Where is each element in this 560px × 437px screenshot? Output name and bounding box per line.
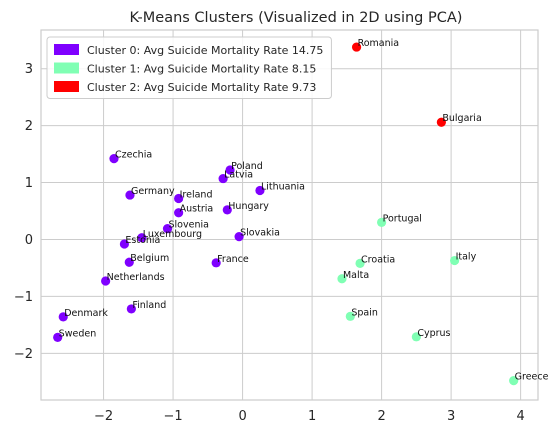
x-tick-label: −2: [94, 409, 113, 424]
point-label-belgium: Belgium: [130, 253, 169, 264]
point-label-croatia: Croatia: [361, 254, 395, 265]
legend: Cluster 0: Avg Suicide Mortality Rate 14…: [46, 36, 332, 99]
point-spain: [345, 311, 355, 321]
point-label-luxembourg: Luxembourg: [143, 229, 202, 240]
axes-frame: [40, 29, 539, 401]
point-label-romania: Romania: [358, 38, 400, 49]
point-bulgaria: [436, 117, 446, 127]
point-austria: [174, 208, 184, 218]
point-label-netherlands: Netherlands: [107, 272, 165, 283]
point-label-ireland: Ireland: [180, 189, 213, 200]
legend-entry-2: Cluster 2: Avg Suicide Mortality Rate 9.…: [87, 81, 316, 94]
data-points: [53, 42, 519, 386]
point-label-germany: Germany: [131, 186, 175, 197]
point-luxembourg: [137, 233, 147, 243]
y-tick-label: 0: [25, 233, 33, 248]
point-finland: [126, 304, 136, 314]
point-latvia: [218, 173, 228, 184]
point-label-italy: Italy: [456, 252, 477, 263]
y-tick-label: 3: [25, 62, 33, 77]
point-label-greece: Greece: [515, 372, 549, 383]
point-label-bulgaria: Bulgaria: [442, 113, 481, 124]
y-tick-label: −2: [14, 347, 33, 362]
x-tick-label: 3: [447, 409, 455, 424]
point-label-slovenia: Slovenia: [169, 220, 209, 231]
point-label-finland: Finland: [132, 300, 166, 311]
legend-swatch-1: [54, 62, 79, 74]
point-lithuania: [255, 185, 265, 196]
point-sweden: [53, 332, 63, 342]
point-label-portugal: Portugal: [383, 213, 422, 224]
point-slovenia: [162, 224, 173, 234]
y-tick-label: 1: [25, 176, 33, 191]
point-label-cyprus: Cyprus: [417, 328, 450, 339]
point-hungary: [222, 205, 232, 215]
legend-entry-1: Cluster 1: Avg Suicide Mortality Rate 8.…: [87, 63, 316, 76]
legend-swatch-2: [54, 81, 79, 92]
point-greece: [509, 376, 519, 386]
y-tick-label: −1: [14, 290, 33, 305]
point-malta: [337, 274, 347, 284]
legend-entry-0: Cluster 0: Avg Suicide Mortality Rate 14…: [87, 44, 323, 57]
point-italy: [449, 255, 460, 266]
chart-title: K-Means Clusters (Visualized in 2D using…: [130, 10, 463, 26]
point-france: [211, 258, 221, 268]
point-ireland: [174, 193, 184, 204]
point-label-france: France: [217, 254, 249, 265]
x-axis-ticks: −2 −1 0 1 2 3 4: [94, 409, 525, 424]
point-cyprus: [411, 332, 421, 342]
point-germany: [125, 190, 135, 200]
point-label-denmark: Denmark: [64, 308, 108, 319]
point-label-hungary: Hungary: [228, 201, 269, 212]
point-label-sweden: Sweden: [59, 328, 97, 339]
point-czechia: [109, 154, 119, 164]
point-belgium: [124, 257, 134, 267]
x-tick-label: −1: [163, 409, 182, 424]
point-label-poland: Poland: [231, 161, 263, 172]
point-label-estonia: Estonia: [125, 235, 160, 246]
x-tick-label: 1: [308, 409, 316, 424]
legend-swatch-0: [54, 44, 79, 55]
x-tick-label: 4: [516, 409, 524, 424]
y-tick-label: 2: [25, 119, 33, 134]
point-label-czechia: Czechia: [115, 150, 152, 161]
point-label-latvia: Latvia: [224, 170, 253, 181]
x-tick-label: 2: [377, 409, 385, 424]
point-croatia: [355, 258, 365, 268]
point-portugal: [377, 217, 387, 227]
point-estonia: [119, 239, 130, 249]
point-label-malta: Malta: [343, 270, 369, 281]
point-denmark: [58, 312, 68, 322]
point-poland: [225, 165, 235, 175]
axes-border: [40, 29, 539, 401]
legend-box: [46, 36, 332, 99]
point-label-slovakia: Slovakia: [240, 228, 280, 239]
y-axis-ticks: −2 −1 0 1 2 3: [14, 62, 33, 362]
point-netherlands: [101, 276, 111, 286]
x-tick-label: 0: [238, 409, 246, 424]
point-label-spain: Spain: [351, 307, 378, 318]
point-label-austria: Austria: [180, 204, 214, 215]
point-slovakia: [234, 232, 244, 242]
point-label-lithuania: Lithuania: [261, 182, 305, 193]
point-romania: [351, 42, 362, 52]
